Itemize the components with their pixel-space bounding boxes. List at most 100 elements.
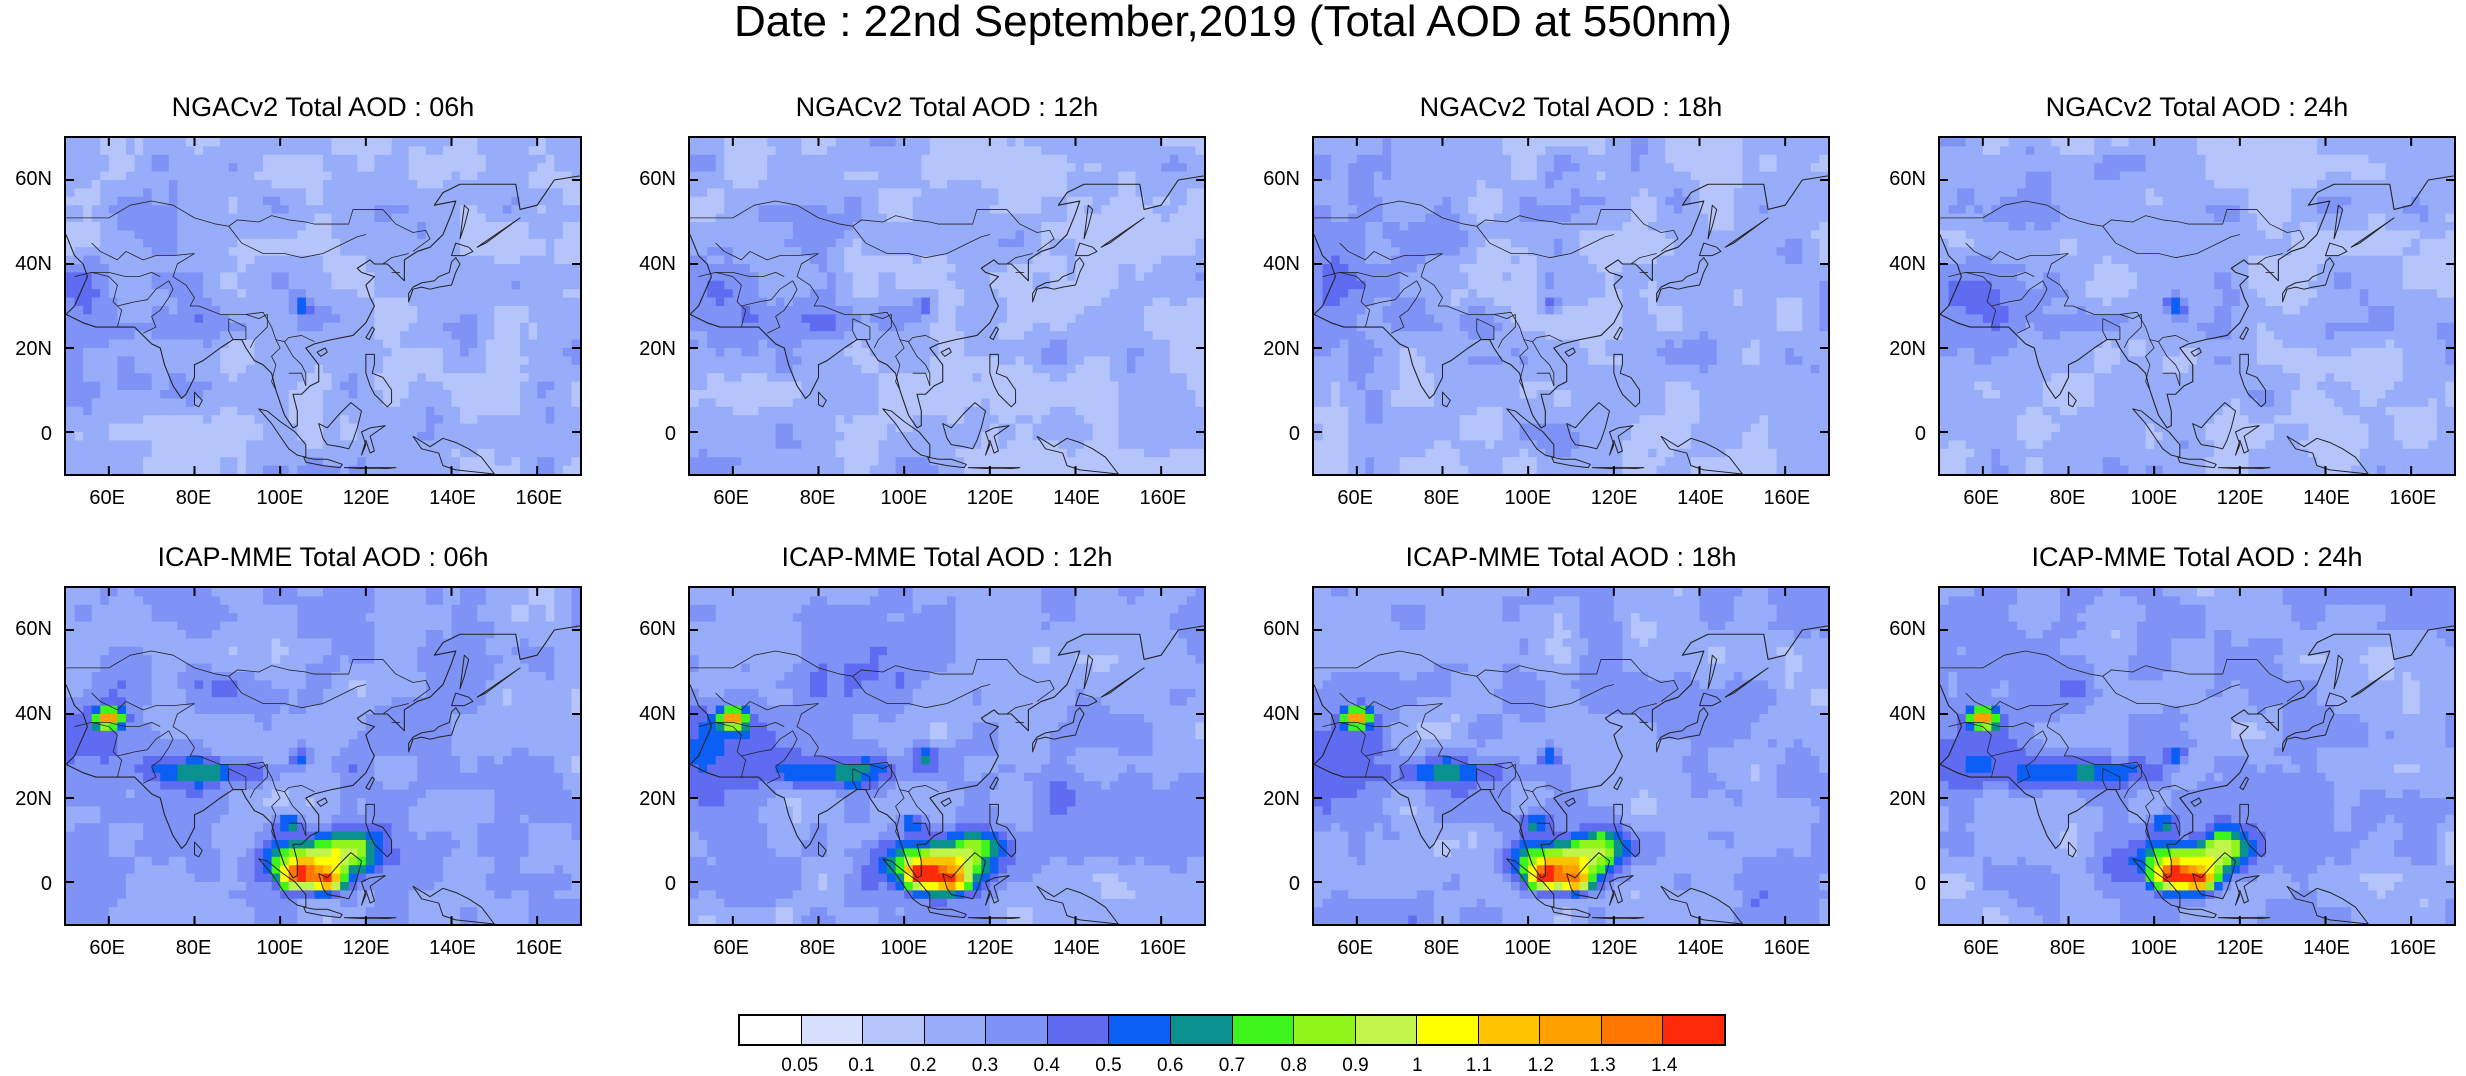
lon-tick-label: 60E (691, 938, 771, 958)
colorbar-tick-label: 1 (1382, 1056, 1452, 1075)
aod-field (1940, 138, 2454, 474)
island-outline (968, 468, 1019, 469)
lat-tick-label: 40N (0, 254, 52, 274)
aod-grid-cells (1314, 138, 1828, 474)
colorbar-tick-label: 0.05 (765, 1056, 835, 1075)
colorbar-swatch (1356, 1016, 1418, 1044)
colorbar-tick-label: 0.6 (1135, 1056, 1205, 1075)
panel-title: ICAP-MME Total AOD : 12h (647, 542, 1247, 572)
colorbar-swatch (1479, 1016, 1541, 1044)
lon-tick-label: 160E (1123, 488, 1203, 508)
lat-tick-label: 20N (616, 789, 676, 809)
lon-tick-label: 60E (67, 488, 147, 508)
aod-field (1314, 588, 1828, 924)
lat-tick-label: 20N (0, 339, 52, 359)
island-outline (968, 918, 1019, 919)
colorbar-tick-label: 0.8 (1259, 1056, 1329, 1075)
colorbar-swatch (863, 1016, 925, 1044)
colorbar-swatch (1663, 1016, 1724, 1044)
aod-grid-cells (690, 588, 1204, 924)
lon-tick-label: 100E (240, 488, 320, 508)
lat-tick-label: 0 (1866, 424, 1926, 444)
lon-tick-label: 160E (2373, 488, 2453, 508)
lon-tick-label: 100E (864, 938, 944, 958)
lat-tick-label: 20N (1240, 339, 1300, 359)
panel-title: ICAP-MME Total AOD : 18h (1271, 542, 1871, 572)
lon-tick-label: 120E (1574, 938, 1654, 958)
colorbar-tick-label: 0.5 (1074, 1056, 1144, 1075)
lon-tick-label: 140E (2287, 488, 2367, 508)
colorbar-swatch (1417, 1016, 1479, 1044)
lon-tick-label: 80E (2028, 938, 2108, 958)
lon-tick-label: 120E (326, 488, 406, 508)
aod-map (1312, 586, 1830, 926)
aod-field (66, 138, 580, 474)
lat-tick-label: 60N (0, 169, 52, 189)
lat-tick-label: 40N (1866, 254, 1926, 274)
lat-tick-label: 40N (616, 254, 676, 274)
lon-tick-label: 120E (2200, 938, 2280, 958)
aod-map (1938, 586, 2456, 926)
colorbar-swatch (1171, 1016, 1233, 1044)
lon-tick-label: 100E (2114, 488, 2194, 508)
lon-tick-label: 80E (2028, 488, 2108, 508)
lon-tick-label: 140E (413, 938, 493, 958)
lat-tick-label: 40N (0, 704, 52, 724)
colorbar-tick-label: 1.4 (1629, 1056, 1699, 1075)
lat-tick-label: 0 (1240, 874, 1300, 894)
lon-tick-label: 160E (1747, 488, 1827, 508)
aod-map (1312, 136, 1830, 476)
lat-tick-label: 60N (1240, 169, 1300, 189)
aod-field (690, 138, 1204, 474)
aod-map (64, 136, 582, 476)
island-outline (1592, 918, 1643, 919)
island-outline (2218, 918, 2269, 919)
island-outline (2218, 468, 2269, 469)
aod-field (690, 588, 1204, 924)
lon-tick-label: 100E (1488, 488, 1568, 508)
lon-tick-label: 100E (1488, 938, 1568, 958)
lat-tick-label: 60N (616, 619, 676, 639)
lon-tick-label: 60E (691, 488, 771, 508)
lat-tick-label: 0 (1866, 874, 1926, 894)
lat-tick-label: 40N (1240, 254, 1300, 274)
aod-map (688, 586, 1206, 926)
lat-tick-label: 60N (1240, 619, 1300, 639)
colorbar-tick-label: 0.7 (1197, 1056, 1267, 1075)
lon-tick-label: 140E (1037, 488, 1117, 508)
lon-tick-label: 120E (2200, 488, 2280, 508)
lon-tick-label: 100E (2114, 938, 2194, 958)
lon-tick-label: 60E (67, 938, 147, 958)
colorbar-swatch (925, 1016, 987, 1044)
lon-tick-label: 80E (1402, 938, 1482, 958)
island-outline (1592, 468, 1643, 469)
aod-map (688, 136, 1206, 476)
lat-tick-label: 40N (1866, 704, 1926, 724)
lat-tick-label: 20N (1866, 339, 1926, 359)
colorbar-swatch (1048, 1016, 1110, 1044)
lon-tick-label: 120E (1574, 488, 1654, 508)
figure-title: Date : 22nd September,2019 (Total AOD at… (0, 0, 2466, 44)
lon-tick-label: 120E (326, 938, 406, 958)
lon-tick-label: 160E (1747, 938, 1827, 958)
aod-map (1938, 136, 2456, 476)
lon-tick-label: 100E (240, 938, 320, 958)
lat-tick-label: 60N (616, 169, 676, 189)
aod-field (66, 588, 580, 924)
lat-tick-label: 60N (1866, 169, 1926, 189)
colorbar-swatch (740, 1016, 802, 1044)
lon-tick-label: 140E (1661, 488, 1741, 508)
lat-tick-label: 0 (616, 874, 676, 894)
lon-tick-label: 80E (1402, 488, 1482, 508)
colorbar-swatch (802, 1016, 864, 1044)
aod-field (1940, 588, 2454, 924)
aod-grid-cells (66, 588, 580, 924)
island-outline (344, 468, 395, 469)
lon-tick-label: 60E (1315, 938, 1395, 958)
aod-grid-cells (1314, 588, 1828, 924)
colorbar-swatch (1294, 1016, 1356, 1044)
colorbar-swatch (1233, 1016, 1295, 1044)
colorbar-tick-label: 0.3 (950, 1056, 1020, 1075)
colorbar-swatch (1109, 1016, 1171, 1044)
lat-tick-label: 0 (1240, 424, 1300, 444)
